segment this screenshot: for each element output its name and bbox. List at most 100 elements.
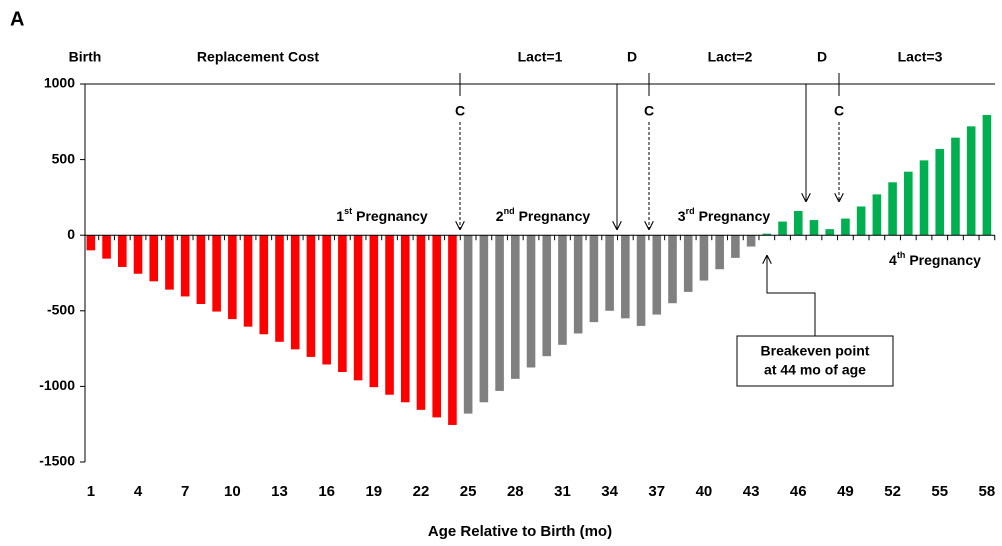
bar [448, 235, 457, 425]
bar [888, 182, 897, 236]
bar [872, 194, 882, 236]
breakeven-text: at 44 mo of age [764, 362, 866, 378]
bar [479, 235, 489, 403]
bar [762, 233, 772, 236]
x-tick-label: 10 [224, 483, 241, 500]
x-tick-label: 19 [365, 483, 382, 500]
x-tick-label: 16 [318, 483, 335, 500]
x-tick-label: 58 [979, 483, 996, 500]
x-tick-label: 37 [648, 483, 665, 500]
bar [149, 235, 159, 282]
bar [793, 211, 803, 236]
pregnancy-suffix: rd [686, 206, 695, 216]
pregnancy-number: 2 [496, 208, 504, 224]
bar [495, 235, 504, 391]
x-tick-label: 52 [884, 483, 901, 500]
pregnancy-suffix: nd [504, 206, 515, 216]
pregnancy-text: Pregnancy [519, 208, 591, 224]
bar [228, 235, 237, 320]
bar [338, 235, 347, 373]
bar [400, 235, 410, 403]
x-tick-label: 43 [743, 483, 760, 500]
bar [919, 160, 929, 236]
phase-label: D [817, 49, 827, 65]
bar [746, 235, 756, 247]
bar [102, 235, 111, 259]
bar [306, 235, 316, 357]
bar [243, 235, 253, 327]
x-tick-label: 34 [601, 483, 618, 500]
bar [322, 235, 331, 365]
panel-label: A [10, 8, 24, 30]
phase-label: Lact=1 [518, 49, 563, 65]
pregnancy-label: 3rd Pregnancy [678, 206, 771, 223]
x-tick-label: 13 [271, 483, 288, 500]
bar [86, 235, 96, 251]
bar [259, 235, 269, 335]
phase-label: Lact=2 [708, 49, 753, 65]
breakeven-box [736, 335, 894, 387]
y-tick-label: 1000 [44, 75, 75, 91]
bar [778, 221, 787, 236]
pregnancy-number: 4 [889, 252, 897, 268]
x-tick-label: 7 [181, 483, 189, 500]
y-tick-label: 500 [52, 150, 76, 166]
bar [951, 137, 960, 236]
bar [133, 235, 143, 274]
bar [180, 235, 190, 297]
bar [982, 114, 992, 236]
x-tick-label: 22 [413, 483, 430, 500]
bar [385, 235, 394, 395]
y-tick-label: 0 [67, 226, 75, 242]
x-tick-label: 31 [554, 483, 571, 500]
pregnancy-text: Pregnancy [699, 208, 771, 224]
bar [605, 235, 614, 311]
y-tick-label: -1500 [39, 453, 75, 469]
phase-label: D [627, 49, 637, 65]
bar [290, 235, 300, 350]
phase-label: Replacement Cost [197, 49, 319, 65]
phase-label: Birth [69, 49, 102, 65]
bar [542, 235, 552, 357]
pregnancy-number: 3 [678, 208, 686, 224]
pregnancy-label: 1st Pregnancy [336, 206, 428, 223]
x-tick-label: 1 [87, 483, 95, 500]
bar [526, 235, 536, 368]
pregnancy-label: 4th Pregnancy [889, 250, 981, 267]
x-tick-label: 55 [931, 483, 948, 500]
pregnancy-label: 2nd Pregnancy [496, 206, 591, 223]
x-tick-label: 40 [696, 483, 713, 500]
bar [118, 235, 127, 267]
bar [825, 229, 834, 236]
bar [935, 149, 945, 236]
bar [589, 235, 599, 323]
bar [275, 235, 284, 342]
bar [699, 235, 709, 281]
bar [668, 235, 677, 304]
bar [715, 235, 724, 270]
calving-label: C [455, 103, 465, 119]
bar [683, 235, 693, 292]
bar [652, 235, 662, 315]
x-axis-label: Age Relative to Birth (mo) [428, 523, 612, 540]
bar [432, 235, 441, 418]
bar [636, 235, 646, 326]
pregnancy-number: 1 [336, 208, 344, 224]
bar [353, 235, 363, 381]
x-tick-label: 28 [507, 483, 524, 500]
bar [212, 235, 221, 312]
pregnancy-text: Pregnancy [356, 208, 428, 224]
x-tick-label: 49 [837, 483, 854, 500]
bar [809, 220, 819, 236]
x-tick-label: 25 [460, 483, 477, 500]
breakeven-connector [767, 256, 816, 336]
x-tick-label: 4 [134, 483, 143, 500]
bar [369, 235, 379, 388]
bar [856, 206, 866, 236]
calving-label: C [834, 103, 844, 119]
bar [196, 235, 206, 304]
bar [165, 235, 174, 290]
bar [966, 126, 976, 236]
bar [621, 235, 630, 319]
